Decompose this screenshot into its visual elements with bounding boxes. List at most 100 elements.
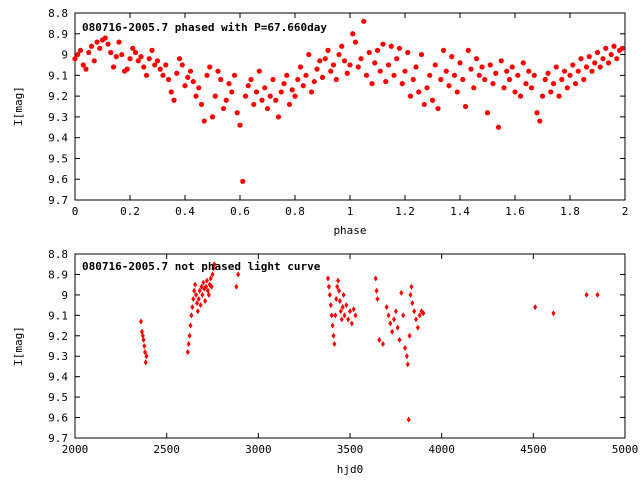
data-point [490, 81, 496, 87]
data-point [327, 291, 332, 298]
data-point [330, 322, 335, 329]
data-point [361, 18, 367, 24]
data-point [482, 76, 488, 83]
data-point [242, 93, 249, 99]
data-point [409, 283, 414, 290]
data-point [393, 308, 398, 315]
data-point [412, 308, 417, 315]
data-point [226, 81, 232, 87]
data-point [395, 324, 400, 331]
data-point [377, 336, 382, 343]
data-point [237, 122, 243, 128]
x-tick-label: 3500 [337, 443, 364, 456]
x-tick-label: 3000 [245, 443, 272, 456]
data-point [526, 68, 532, 74]
data-point [410, 300, 415, 307]
data-point [374, 47, 381, 54]
data-point [205, 277, 209, 284]
x-tick-label: 0.4 [175, 205, 195, 218]
data-point [319, 74, 326, 81]
data-point [192, 287, 197, 294]
data-point [334, 295, 339, 302]
data-point [570, 62, 576, 68]
data-point [204, 283, 209, 290]
data-point [127, 56, 133, 62]
y-tick-labels: 8.8 8.9 9 9.1 9.2 9.3 9.4 9.5 9.6 9.7 [48, 248, 68, 445]
data-point [236, 271, 241, 278]
data-point [438, 76, 444, 83]
data-point [168, 89, 174, 95]
data-point [110, 64, 117, 70]
data-point [346, 316, 351, 323]
data-point [328, 302, 333, 309]
data-point [435, 105, 441, 112]
data-point [234, 283, 239, 290]
data-point [311, 78, 317, 85]
data-point [380, 41, 386, 47]
data-point [581, 76, 587, 83]
y-tick-label: 9.3 [48, 350, 68, 363]
data-point [289, 87, 295, 93]
data-point [174, 70, 180, 76]
data-point [292, 93, 298, 99]
data-point [421, 101, 427, 108]
data-point [201, 279, 206, 286]
data-point [105, 41, 111, 47]
data-point [575, 68, 581, 74]
data-point [75, 51, 81, 58]
data-point [337, 287, 341, 294]
data-point [340, 304, 345, 311]
data-point [572, 81, 579, 87]
data-point [171, 97, 177, 103]
data-point [578, 56, 584, 62]
data-point [326, 275, 330, 282]
data-point [386, 312, 391, 319]
data-point [130, 45, 136, 51]
data-point [339, 316, 344, 323]
x-tick-label: 1.6 [505, 205, 525, 218]
data-point [339, 43, 345, 49]
data-point [190, 78, 196, 85]
data-point [188, 322, 193, 329]
data-point [231, 72, 238, 78]
data-point [275, 114, 282, 120]
data-point [415, 324, 420, 331]
data-point [515, 72, 521, 78]
data-point [195, 308, 200, 315]
data-point [404, 353, 409, 360]
data-point [391, 72, 397, 78]
data-point [267, 93, 273, 99]
data-point [414, 316, 418, 323]
data-point [384, 304, 389, 311]
data-point [160, 72, 166, 78]
data-point [336, 51, 342, 58]
data-point [402, 68, 408, 74]
y-tick-label: 9.4 [48, 371, 68, 384]
data-point [83, 66, 89, 72]
data-point [322, 56, 328, 62]
data-point [366, 49, 372, 56]
data-point [584, 291, 589, 298]
x-axis-label: hjd0 [337, 463, 364, 476]
data-point [278, 89, 284, 95]
data-point [352, 39, 359, 45]
x-tick-label: 2500 [153, 443, 180, 456]
x-tick-label: 0 [72, 205, 79, 218]
data-point [97, 45, 103, 51]
x-tick-label: 1.4 [450, 205, 470, 218]
data-point [204, 72, 210, 78]
data-point [196, 295, 201, 302]
data-point [132, 49, 139, 56]
x-tick-label: 1.8 [560, 205, 580, 218]
data-point [369, 81, 375, 87]
data-point [197, 287, 202, 294]
data-point [193, 93, 199, 99]
data-point [306, 51, 312, 58]
data-point [473, 56, 480, 62]
data-point [509, 64, 515, 70]
x-tick-label: 2000 [62, 443, 89, 456]
y-tick-label: 9.4 [48, 132, 68, 145]
data-point [550, 81, 557, 87]
data-point [336, 277, 341, 284]
data-point [405, 361, 410, 368]
